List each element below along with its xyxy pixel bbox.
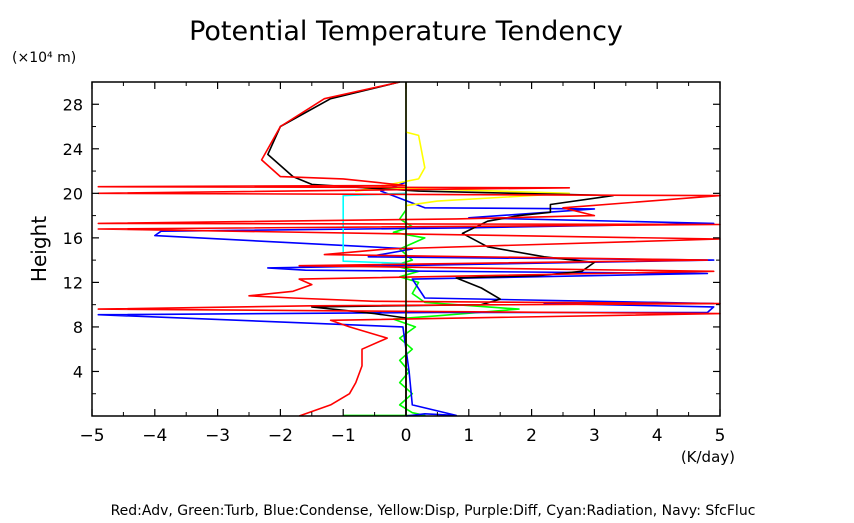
y-tick-label: 24 (63, 140, 83, 159)
x-tick-label: 1 (463, 426, 474, 446)
x-tick-label: 0 (401, 426, 412, 446)
y-tick-label: 16 (63, 229, 83, 248)
series-line-5 (97, 81, 721, 417)
x-tick-label: −5 (79, 426, 104, 446)
x-tick-label: −3 (205, 426, 230, 446)
x-tick-label: 5 (715, 426, 726, 446)
x-tick-label: 3 (589, 426, 600, 446)
y-tick-label: 12 (63, 273, 83, 292)
x-unit-label: (K/day) (681, 448, 735, 466)
y-tick-label: 4 (73, 362, 83, 381)
x-tick-label: −1 (331, 426, 356, 446)
x-tick-label: 4 (652, 426, 663, 446)
y-tick-label: 8 (73, 318, 83, 337)
y-unit-label: (×10⁴ m) (12, 50, 76, 66)
y-tick-label: 20 (63, 184, 83, 203)
series-line-4 (266, 81, 615, 416)
y-axis-label: Height (27, 216, 51, 282)
x-tick-label: 2 (526, 426, 537, 446)
chart-title: Potential Temperature Tendency (189, 16, 623, 47)
x-tick-label: −2 (268, 426, 293, 446)
x-tick-label: −4 (142, 426, 167, 446)
series-line-0 (343, 82, 520, 417)
series-line-2 (354, 82, 571, 416)
legend-text: Red:Adv, Green:Turb, Blue:Condense, Yell… (111, 503, 756, 519)
y-tick-label: 28 (63, 95, 83, 114)
